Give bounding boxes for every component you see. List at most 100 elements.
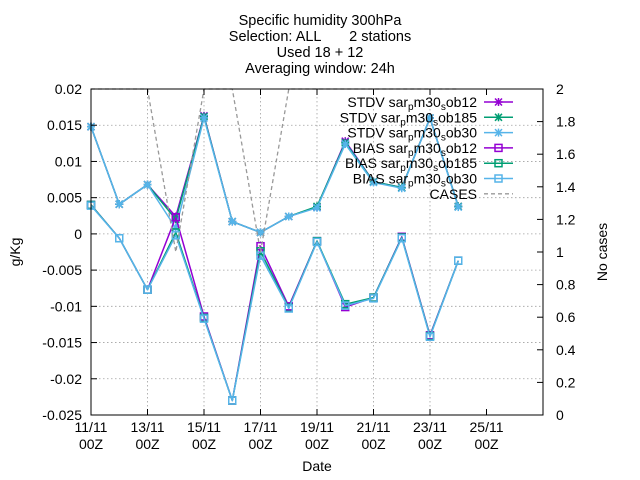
y2-axis-label: No cases [594, 223, 610, 281]
x-tick-label: 11/11 [75, 419, 108, 435]
legend-label-part: BIAS sar [353, 140, 409, 156]
y-tick-label: 0.015 [47, 117, 82, 133]
legend-label-part: m30 [414, 125, 441, 141]
y-tick-label: -0.005 [42, 262, 82, 278]
x-tick-label: 23/11 [413, 419, 447, 435]
legend-marker [494, 128, 503, 137]
y2-tick-label: 0.2 [556, 374, 576, 390]
data-point [115, 200, 124, 209]
data-point [284, 212, 293, 221]
legend-marker [494, 158, 503, 168]
legend-label-part: p [400, 117, 406, 128]
legend-label-part: STDV sar [340, 109, 401, 125]
data-point [397, 233, 406, 243]
data-point [369, 178, 378, 187]
data-point [425, 113, 435, 123]
legend-label-part: BIAS sar [353, 171, 409, 187]
y2-tick-label: 1.6 [556, 146, 576, 162]
data-point [143, 180, 152, 189]
y-tick-label: -0.01 [50, 298, 82, 314]
legend-label-part: s [433, 163, 438, 174]
x-tick-label: 15/11 [187, 419, 221, 435]
x-tick-label: 25/11 [470, 419, 504, 435]
y2-tick-label: 0 [556, 407, 564, 423]
y-tick-label: -0.02 [50, 371, 82, 387]
data-point [284, 304, 293, 313]
legend-label-part: ob30 [446, 125, 477, 141]
data-point [143, 285, 152, 294]
legend-label-part: ob185 [438, 109, 477, 125]
chart-title-line-3: Used 18 + 12 [276, 45, 364, 61]
y-tick-label: 0.02 [55, 81, 82, 97]
x-tick-label-time: 00Z [79, 436, 104, 452]
legend-label: CASES [430, 186, 477, 202]
data-point [341, 140, 350, 149]
data-point [256, 247, 265, 256]
series-line [90, 117, 460, 234]
legend-label-part: p [408, 179, 414, 190]
x-tick-label: 13/11 [131, 419, 165, 435]
legend-label-part: BIAS sar [345, 155, 401, 171]
data-point [228, 217, 237, 226]
data-point [454, 256, 463, 265]
chart-title-line-4: Averaging window: 24h [245, 61, 395, 77]
data-point [171, 212, 180, 222]
data-point [199, 113, 209, 123]
legend-label: STDV sarpm30sob12 [347, 94, 477, 113]
data-point [199, 314, 209, 323]
legend-marker [494, 174, 503, 183]
series-line [90, 205, 460, 402]
data-point [454, 203, 463, 212]
legend-label-part: STDV sar [347, 125, 408, 141]
legend-label: BIAS sarpm30sob12 [353, 140, 477, 159]
legend-label-part: ob12 [446, 140, 477, 156]
y-tick-label: -0.015 [42, 335, 82, 351]
x-tick-label: 17/11 [244, 419, 278, 435]
legend-label: STDV sarpm30sob30 [347, 125, 477, 144]
legend-marker [494, 97, 503, 107]
legend-label-part: p [400, 163, 406, 174]
legend-label-part: s [441, 133, 446, 144]
y2-tick-label: 1.2 [556, 211, 576, 227]
data-point [425, 332, 435, 342]
x-axis-label: Date [302, 458, 332, 474]
y-tick-label: 0.005 [47, 190, 82, 206]
y2-tick-label: 1.4 [556, 179, 576, 195]
legend-label-part: s [441, 102, 446, 113]
legend-label-part: STDV sar [347, 94, 408, 110]
data-point [369, 294, 378, 303]
legend-label: BIAS sarpm30sob30 [353, 171, 477, 190]
y-tick-label: 0.01 [55, 153, 82, 169]
x-tick-label-time: 00Z [474, 436, 499, 452]
data-point [115, 233, 124, 243]
legend-label: STDV sarpm30sob185 [340, 109, 478, 128]
legend-label-part: m30 [414, 140, 441, 156]
tick-layer: 0.02 0.015 0.01 0.005 0 -0.005 -0.01 -0.015 -0.0… [42, 81, 575, 452]
data-point [397, 184, 406, 193]
y2-tick-label: 2 [556, 81, 564, 97]
legend-label-part: ob185 [438, 155, 477, 171]
legend-marker [494, 143, 503, 153]
legend-label-part: s [441, 148, 446, 159]
x-tick-label-time: 00Z [192, 436, 217, 452]
y-tick-label: 0 [74, 226, 82, 242]
x-tick-label-time: 00Z [418, 436, 443, 452]
data-point [228, 396, 237, 405]
legend-label-part: s [441, 179, 446, 190]
data-point [312, 237, 322, 247]
legend-label: BIAS sarpm30sob185 [345, 155, 477, 174]
y-tick-label: -0.025 [42, 407, 82, 423]
data-point [312, 203, 322, 212]
legend-label-part: s [433, 117, 438, 128]
x-tick-label-time: 00Z [305, 436, 330, 452]
legend-label-part: m30 [414, 171, 441, 187]
grid-layer [91, 89, 543, 415]
x-tick-label: 19/11 [300, 419, 334, 435]
y2-tick-label: 1 [556, 244, 564, 260]
legend-marker [494, 113, 503, 122]
y2-tick-label: 0.4 [556, 342, 576, 358]
y2-tick-label: 0.8 [556, 277, 576, 293]
legend-label-part: p [408, 133, 414, 144]
legend-label-part: m30 [406, 109, 433, 125]
